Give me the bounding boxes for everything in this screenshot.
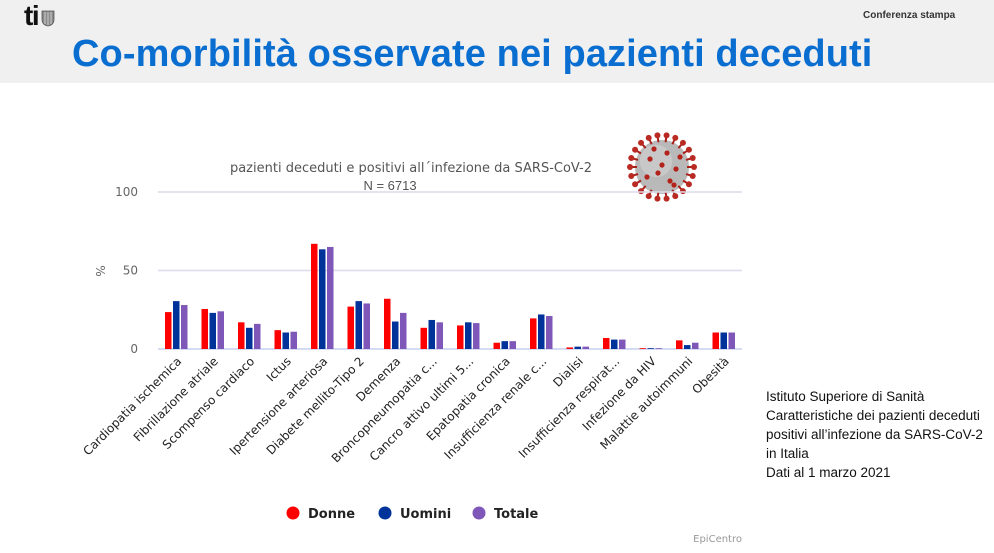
bar-totale[interactable]: [217, 311, 225, 349]
bar-donne[interactable]: [566, 347, 574, 349]
x-tick-label: Obesità: [689, 354, 731, 396]
gridlines: [158, 191, 742, 350]
bar-uomini[interactable]: [428, 319, 436, 349]
source-line: Caratteristiche dei pazienti deceduti: [766, 408, 980, 423]
bar-donne[interactable]: [603, 338, 610, 349]
bar-uomini[interactable]: [173, 301, 180, 349]
logo-text: ti: [24, 0, 40, 31]
source-line: Dati al 1 marzo 2021: [766, 465, 891, 480]
bar-uomini[interactable]: [538, 314, 545, 349]
bar-totale[interactable]: [582, 346, 590, 349]
bar-totale[interactable]: [509, 341, 517, 349]
bar-uomini[interactable]: [501, 341, 509, 349]
legend-item-donne[interactable]: Donne: [286, 506, 356, 523]
bar-totale[interactable]: [655, 348, 663, 349]
bars: [165, 243, 736, 349]
source-note: Istituto Superiore di Sanità Caratterist…: [766, 387, 994, 482]
legend: Donne Uomini Totale: [286, 506, 539, 523]
bar-uomini[interactable]: [319, 249, 326, 349]
source-line: positivi all’infezione da SARS-CoV-2: [766, 427, 983, 442]
x-tick-label: Dialisi: [550, 354, 585, 389]
bar-uomini[interactable]: [246, 327, 253, 349]
y-tick-label: 100: [115, 185, 138, 199]
legend-marker-icon: [378, 506, 392, 520]
bar-uomini[interactable]: [720, 332, 728, 349]
bar-totale[interactable]: [692, 342, 699, 349]
bar-donne[interactable]: [530, 318, 537, 349]
source-line: in Italia: [766, 446, 809, 461]
bar-uomini[interactable]: [574, 346, 582, 349]
bar-uomini[interactable]: [465, 322, 472, 349]
legend-marker-icon: [286, 506, 300, 520]
bar-uomini[interactable]: [282, 332, 290, 349]
bar-uomini[interactable]: [392, 321, 399, 349]
bar-donne[interactable]: [311, 243, 318, 349]
coronavirus-icon: [627, 132, 697, 202]
header-band: ti Conferenza stampa Co-morbilità osserv…: [0, 0, 994, 83]
chart-title: pazienti deceduti e positivi all´infezio…: [230, 161, 592, 176]
bar-totale[interactable]: [728, 332, 736, 349]
bar-uomini[interactable]: [684, 345, 691, 349]
chart-subtitle: N = 6713: [363, 178, 416, 193]
shield-icon: [41, 10, 55, 26]
bar-donne[interactable]: [457, 325, 464, 349]
press-conference-label: Conferenza stampa: [863, 10, 956, 21]
bar-uomini[interactable]: [611, 339, 618, 349]
bar-totale[interactable]: [290, 331, 298, 349]
bar-uomini[interactable]: [355, 301, 363, 349]
y-tick-label: 50: [123, 264, 138, 278]
legend-marker-icon: [472, 506, 486, 520]
bar-uomini[interactable]: [647, 348, 655, 349]
bar-totale[interactable]: [327, 246, 334, 349]
bar-donne[interactable]: [676, 340, 683, 349]
y-tick-label: 0: [130, 342, 138, 356]
bar-donne[interactable]: [493, 342, 501, 349]
legend-item-totale[interactable]: Totale: [472, 506, 539, 523]
bar-donne[interactable]: [201, 308, 209, 349]
x-tick-label: Ictus: [264, 354, 294, 384]
bar-totale[interactable]: [436, 322, 444, 349]
page-title: Co-morbilità osservate nei pazienti dece…: [72, 33, 873, 75]
bar-totale[interactable]: [546, 316, 553, 349]
bar-donne[interactable]: [238, 322, 245, 349]
bar-donne[interactable]: [274, 330, 282, 349]
y-axis-ticks: 0 50 100: [115, 185, 138, 356]
bar-donne[interactable]: [165, 312, 172, 349]
legend-item-uomini[interactable]: Uomini: [378, 506, 452, 523]
source-line: Istituto Superiore di Sanità: [766, 389, 925, 404]
bar-donne[interactable]: [347, 306, 355, 349]
bar-donne[interactable]: [712, 332, 720, 349]
bar-totale[interactable]: [254, 323, 261, 349]
legend-label: Uomini: [400, 507, 451, 522]
bar-totale[interactable]: [400, 312, 407, 349]
legend-label: Totale: [494, 507, 539, 522]
bar-uomini[interactable]: [209, 312, 217, 349]
epicentro-credit: EpiCentro: [693, 534, 742, 545]
bar-totale[interactable]: [619, 339, 626, 349]
bar-donne[interactable]: [420, 327, 428, 349]
bar-totale[interactable]: [181, 305, 188, 349]
bar-donne[interactable]: [639, 348, 647, 349]
legend-label: Donne: [308, 507, 355, 522]
bar-totale[interactable]: [473, 323, 480, 349]
bar-totale[interactable]: [363, 303, 371, 349]
y-axis-label: %: [93, 265, 107, 276]
bar-donne[interactable]: [384, 298, 391, 349]
ticino-logo: ti: [24, 0, 55, 31]
